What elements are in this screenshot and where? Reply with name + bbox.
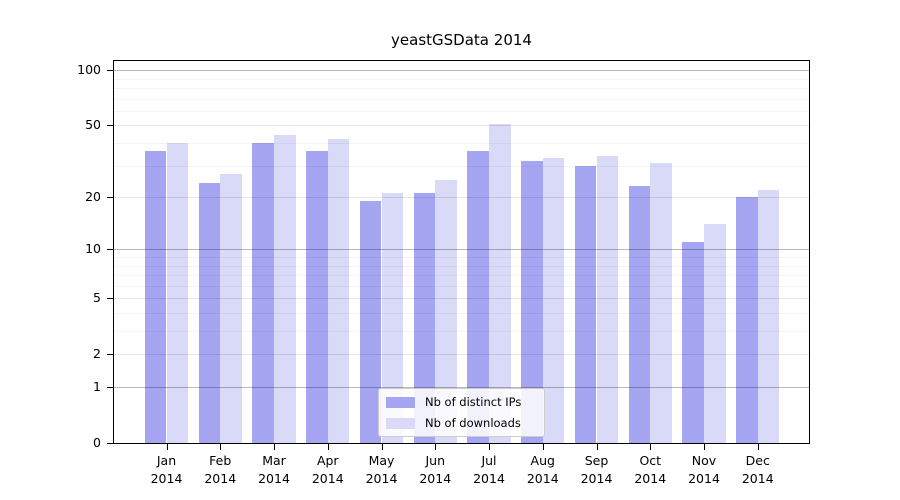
plot-area xyxy=(107,60,810,450)
y-tick xyxy=(107,249,113,251)
x-tick xyxy=(381,444,383,450)
gridline xyxy=(114,256,809,258)
x-tick-label: Jun 2014 xyxy=(419,453,452,486)
gridline xyxy=(114,275,809,276)
gridline xyxy=(114,197,809,198)
chart-title: yeastGSData 2014 xyxy=(391,31,532,49)
x-tick-label: May 2014 xyxy=(365,453,398,486)
y-tick-label: 50 xyxy=(85,117,101,133)
gridline xyxy=(114,125,809,127)
bar xyxy=(736,197,758,443)
bar xyxy=(144,151,167,443)
bar xyxy=(682,242,704,443)
gridline xyxy=(114,354,809,356)
y-tick-label: 1 xyxy=(93,379,101,394)
gridline xyxy=(114,142,809,144)
gridline xyxy=(114,387,809,388)
y-tick-label: 10 xyxy=(85,241,101,257)
x-tick-label: Jul 2014 xyxy=(473,453,505,486)
bar xyxy=(435,179,457,443)
bar xyxy=(467,151,489,443)
gridline xyxy=(114,331,809,332)
bar xyxy=(413,193,436,443)
bar xyxy=(521,160,543,443)
gridline xyxy=(114,110,809,112)
x-axis-labels: Jan 2014 Feb 2014 Mar 2014 Apr 2014 May 2014… xyxy=(113,452,810,496)
gridline xyxy=(114,98,809,100)
x-tick-label: Oct 2014 xyxy=(634,453,667,486)
legend-swatch-distinct-ips xyxy=(386,396,415,408)
gridline xyxy=(114,265,809,267)
y-tick xyxy=(107,298,113,300)
x-tick-label: Mar 2014 xyxy=(258,453,290,486)
y-tick xyxy=(107,197,113,198)
legend: Nb of distinct IPs Nb of downloads xyxy=(378,388,545,437)
bar xyxy=(306,151,328,443)
legend-row: Nb of distinct IPs xyxy=(386,395,536,409)
x-tick xyxy=(757,444,759,450)
x-tick-label: Jan 2014 xyxy=(150,453,183,486)
y-tick-label: 20 xyxy=(85,189,101,204)
bar xyxy=(274,135,296,443)
x-tick-label: Nov 2014 xyxy=(688,453,720,486)
gridline xyxy=(114,298,809,300)
y-tick xyxy=(107,70,113,72)
y-tick xyxy=(107,354,113,356)
legend-label: Nb of distinct IPs xyxy=(425,395,522,409)
y-tick-label: 100 xyxy=(77,62,101,78)
x-tick xyxy=(650,444,652,450)
x-tick-label: Apr 2014 xyxy=(311,453,344,486)
bar xyxy=(596,155,619,443)
x-tick xyxy=(704,444,705,450)
x-tick-label: Aug 2014 xyxy=(526,453,559,486)
x-tick-label: Feb 2014 xyxy=(204,453,237,486)
x-tick-label: Dec 2014 xyxy=(741,453,774,486)
gridline xyxy=(114,87,809,89)
gridline xyxy=(114,78,809,80)
y-tick xyxy=(107,125,113,127)
x-tick-label: Sep 2014 xyxy=(580,453,613,486)
legend-row: Nb of downloads xyxy=(386,416,536,430)
legend-label: Nb of downloads xyxy=(425,416,521,430)
y-axis-labels: 100 50 20 10 5 2 1 0 xyxy=(0,0,101,500)
bar xyxy=(650,162,672,443)
bar xyxy=(628,186,651,443)
bar xyxy=(252,142,274,443)
bar xyxy=(359,200,382,443)
y-tick-label: 5 xyxy=(93,290,101,306)
bar xyxy=(327,139,350,443)
x-tick xyxy=(274,444,275,450)
bar xyxy=(381,193,404,443)
x-tick xyxy=(435,444,437,450)
x-tick xyxy=(542,444,544,450)
x-tick xyxy=(327,444,329,450)
bar xyxy=(704,224,726,443)
bar xyxy=(489,123,511,443)
bar xyxy=(574,165,597,443)
bar xyxy=(757,189,780,443)
x-tick xyxy=(489,444,490,450)
gridline xyxy=(114,165,809,167)
x-tick xyxy=(166,444,168,450)
gridline xyxy=(114,70,809,72)
legend-swatch-downloads xyxy=(386,417,415,429)
y-tick-label: 2 xyxy=(93,346,101,362)
x-tick xyxy=(220,444,222,450)
y-tick-label: 0 xyxy=(93,435,101,450)
y-tick xyxy=(107,443,113,444)
bar xyxy=(542,158,565,443)
gridline xyxy=(114,312,809,314)
gridline xyxy=(114,285,809,287)
y-tick xyxy=(107,387,113,388)
bar xyxy=(198,182,221,443)
bar xyxy=(166,142,189,443)
x-tick xyxy=(596,444,598,450)
bar xyxy=(220,173,242,443)
gridline xyxy=(114,249,809,251)
